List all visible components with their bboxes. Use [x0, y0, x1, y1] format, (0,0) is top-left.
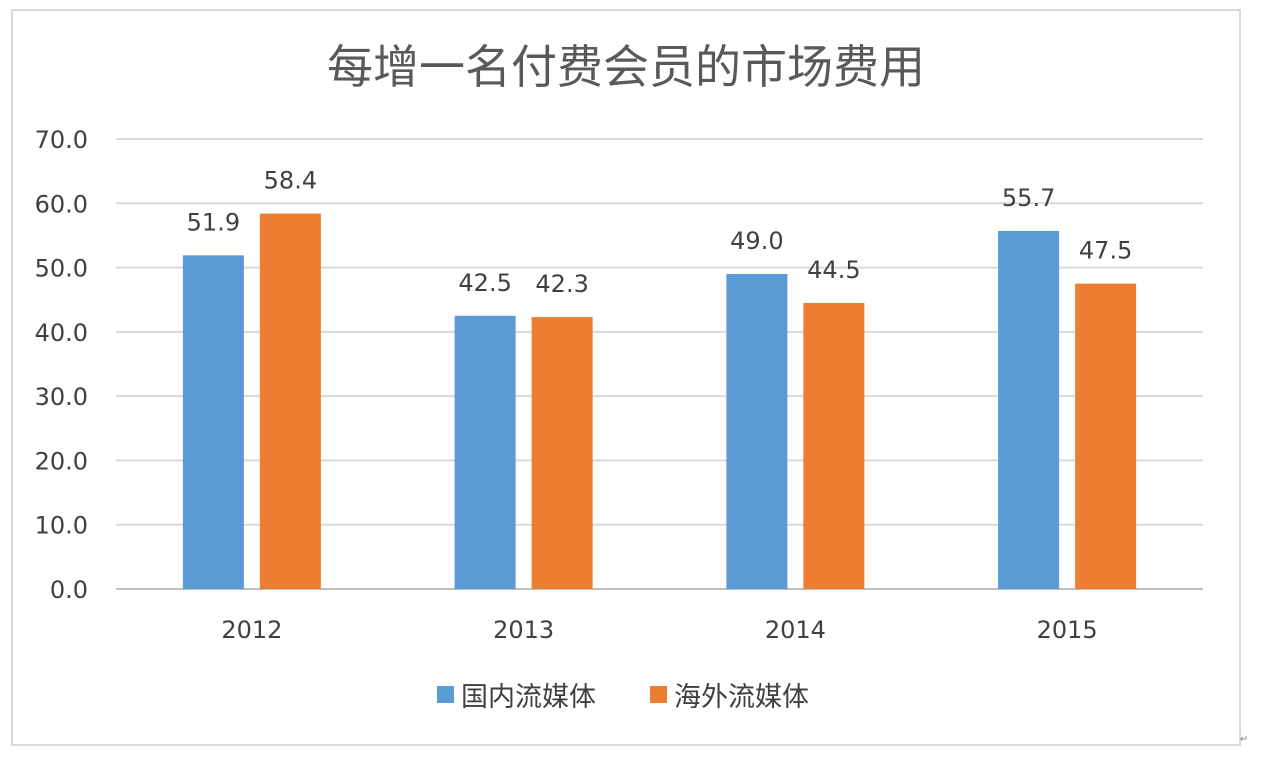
bar	[726, 274, 788, 589]
bar	[998, 230, 1060, 589]
y-tick-label: 60.0	[35, 190, 88, 218]
bars	[182, 213, 1137, 590]
data-label: 55.7	[1002, 184, 1055, 212]
y-tick-label: 10.0	[35, 512, 88, 540]
y-tick-label: 40.0	[35, 319, 88, 347]
bar	[259, 213, 321, 590]
paragraph-mark-icon: ↵	[1240, 734, 1249, 745]
data-label: 58.4	[264, 167, 317, 195]
data-label: 44.5	[807, 256, 860, 284]
x-tick-label: 2015	[1037, 616, 1098, 644]
x-tick-label: 2012	[221, 616, 282, 644]
y-tick-label: 70.0	[35, 126, 88, 154]
legend-item[interactable]: 海外流媒体	[650, 682, 809, 713]
legend-item[interactable]: 国内流媒体	[437, 682, 596, 713]
data-label: 47.5	[1079, 237, 1132, 265]
y-tick-label: 0.0	[50, 576, 88, 604]
bar	[454, 315, 516, 589]
x-tick-label: 2013	[493, 616, 554, 644]
data-label: 42.5	[458, 269, 511, 297]
y-axis: 0.0 10.0 20.0 30.0 40.0 50.0 60.0 70.0	[35, 126, 88, 604]
chart-title: 每增一名付费会员的市场费用	[327, 40, 925, 94]
x-axis: 2012 2013 2014 2015	[221, 616, 1097, 644]
legend[interactable]: 国内流媒体 海外流媒体	[437, 682, 809, 713]
bar	[531, 317, 593, 589]
x-tick-label: 2014	[765, 616, 826, 644]
legend-label: 海外流媒体	[674, 682, 809, 713]
data-labels: 51.9 58.4 42.5 42.3 49.0 44.5 55.7 47.5	[187, 167, 1133, 299]
legend-swatch	[437, 686, 454, 703]
legend-label: 国内流媒体	[461, 682, 596, 713]
bar	[1075, 283, 1137, 589]
data-label: 51.9	[187, 208, 240, 236]
legend-swatch	[650, 686, 667, 703]
data-label: 49.0	[730, 227, 783, 255]
y-tick-label: 50.0	[35, 255, 88, 283]
y-tick-label: 20.0	[35, 447, 88, 475]
y-tick-label: 30.0	[35, 383, 88, 411]
bar	[803, 302, 865, 589]
bar	[182, 255, 244, 589]
data-label: 42.3	[535, 270, 588, 298]
